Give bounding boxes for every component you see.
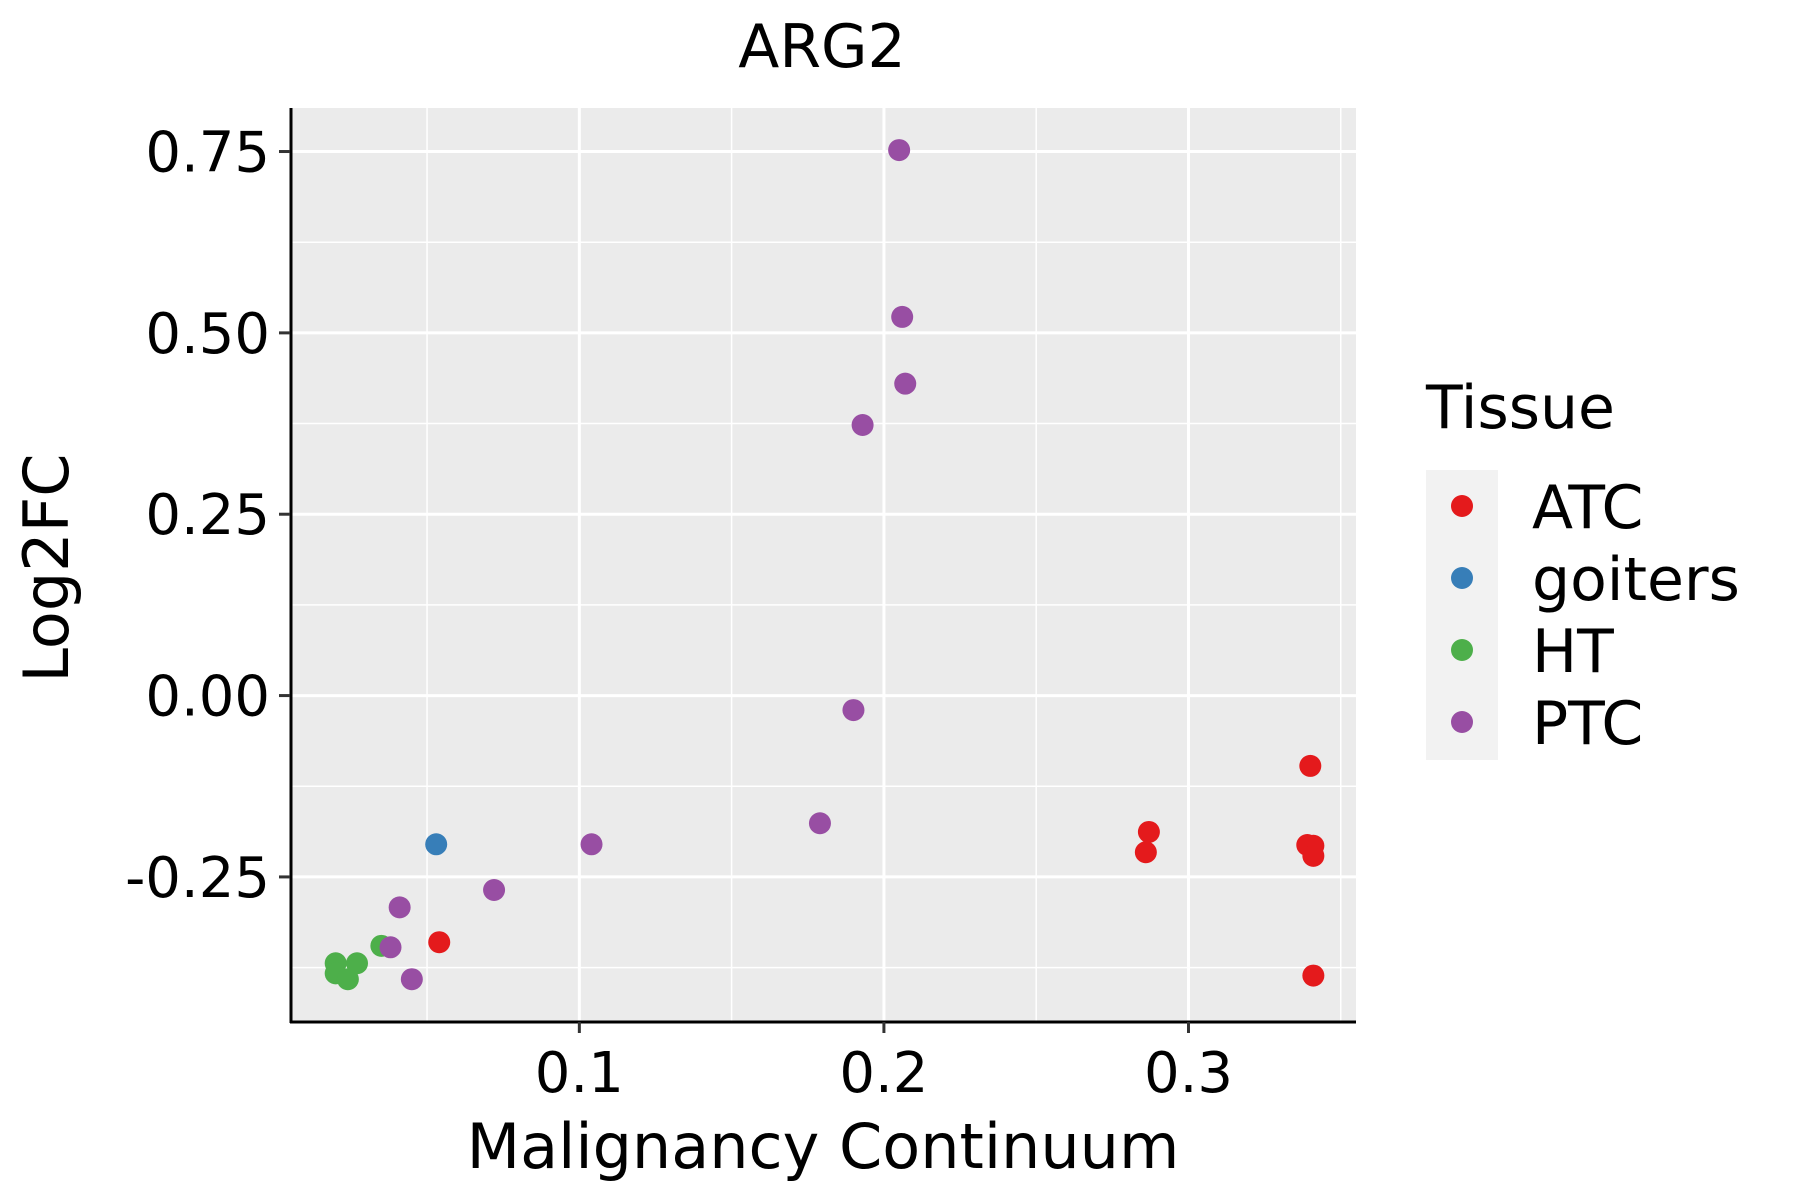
point-atc bbox=[1302, 964, 1325, 987]
legend-key-goiters bbox=[1451, 567, 1473, 589]
plot-panel bbox=[290, 108, 1356, 1022]
point-atc bbox=[1134, 841, 1157, 864]
x-tick-label: 0.3 bbox=[1144, 1041, 1233, 1106]
legend-label-ht: HT bbox=[1532, 617, 1614, 687]
data-points bbox=[324, 139, 1325, 991]
y-tick-label: 0.25 bbox=[145, 483, 270, 548]
point-ptc bbox=[891, 305, 914, 328]
x-tick-label: 0.2 bbox=[839, 1041, 928, 1106]
point-ht bbox=[336, 968, 359, 991]
legend-label-atc: ATC bbox=[1532, 473, 1643, 543]
y-tick-label: -0.25 bbox=[125, 846, 270, 911]
point-ht bbox=[346, 952, 369, 975]
point-ptc bbox=[808, 812, 831, 835]
legend-key-ptc bbox=[1451, 711, 1473, 733]
point-goiters bbox=[425, 833, 448, 856]
point-ptc bbox=[842, 699, 865, 722]
major-gridlines bbox=[290, 108, 1356, 1022]
point-ptc bbox=[483, 878, 506, 901]
legend-title: Tissue bbox=[1425, 373, 1615, 443]
legend-key-atc bbox=[1451, 495, 1473, 517]
minor-gridlines bbox=[290, 108, 1356, 1022]
point-atc bbox=[1299, 754, 1322, 777]
point-ptc bbox=[894, 372, 917, 395]
point-ptc bbox=[888, 139, 911, 162]
point-ptc bbox=[580, 833, 603, 856]
y-tick-label: 0.50 bbox=[145, 302, 270, 367]
legend-label-goiters: goiters bbox=[1532, 545, 1740, 615]
point-ptc bbox=[388, 896, 411, 919]
legend-key-ht bbox=[1451, 639, 1473, 661]
point-ptc bbox=[400, 968, 423, 991]
point-atc bbox=[1137, 820, 1160, 843]
chart-title: ARG2 bbox=[738, 12, 905, 82]
x-axis-title: Malignancy Continuum bbox=[467, 1110, 1180, 1183]
y-tick-label: 0.75 bbox=[145, 121, 270, 186]
y-tick-label: 0.00 bbox=[145, 665, 270, 730]
x-axis-ticks: 0.1 0.2 0.3 bbox=[535, 1022, 1233, 1106]
y-axis-ticks: -0.25 0.00 0.25 0.50 0.75 bbox=[125, 121, 290, 911]
legend-label-ptc: PTC bbox=[1532, 689, 1643, 759]
point-atc bbox=[428, 931, 451, 954]
point-ptc bbox=[379, 936, 402, 959]
y-axis-title: Log2FC bbox=[10, 453, 83, 682]
point-ptc bbox=[851, 413, 874, 436]
x-tick-label: 0.1 bbox=[535, 1041, 624, 1106]
point-atc bbox=[1302, 844, 1325, 867]
